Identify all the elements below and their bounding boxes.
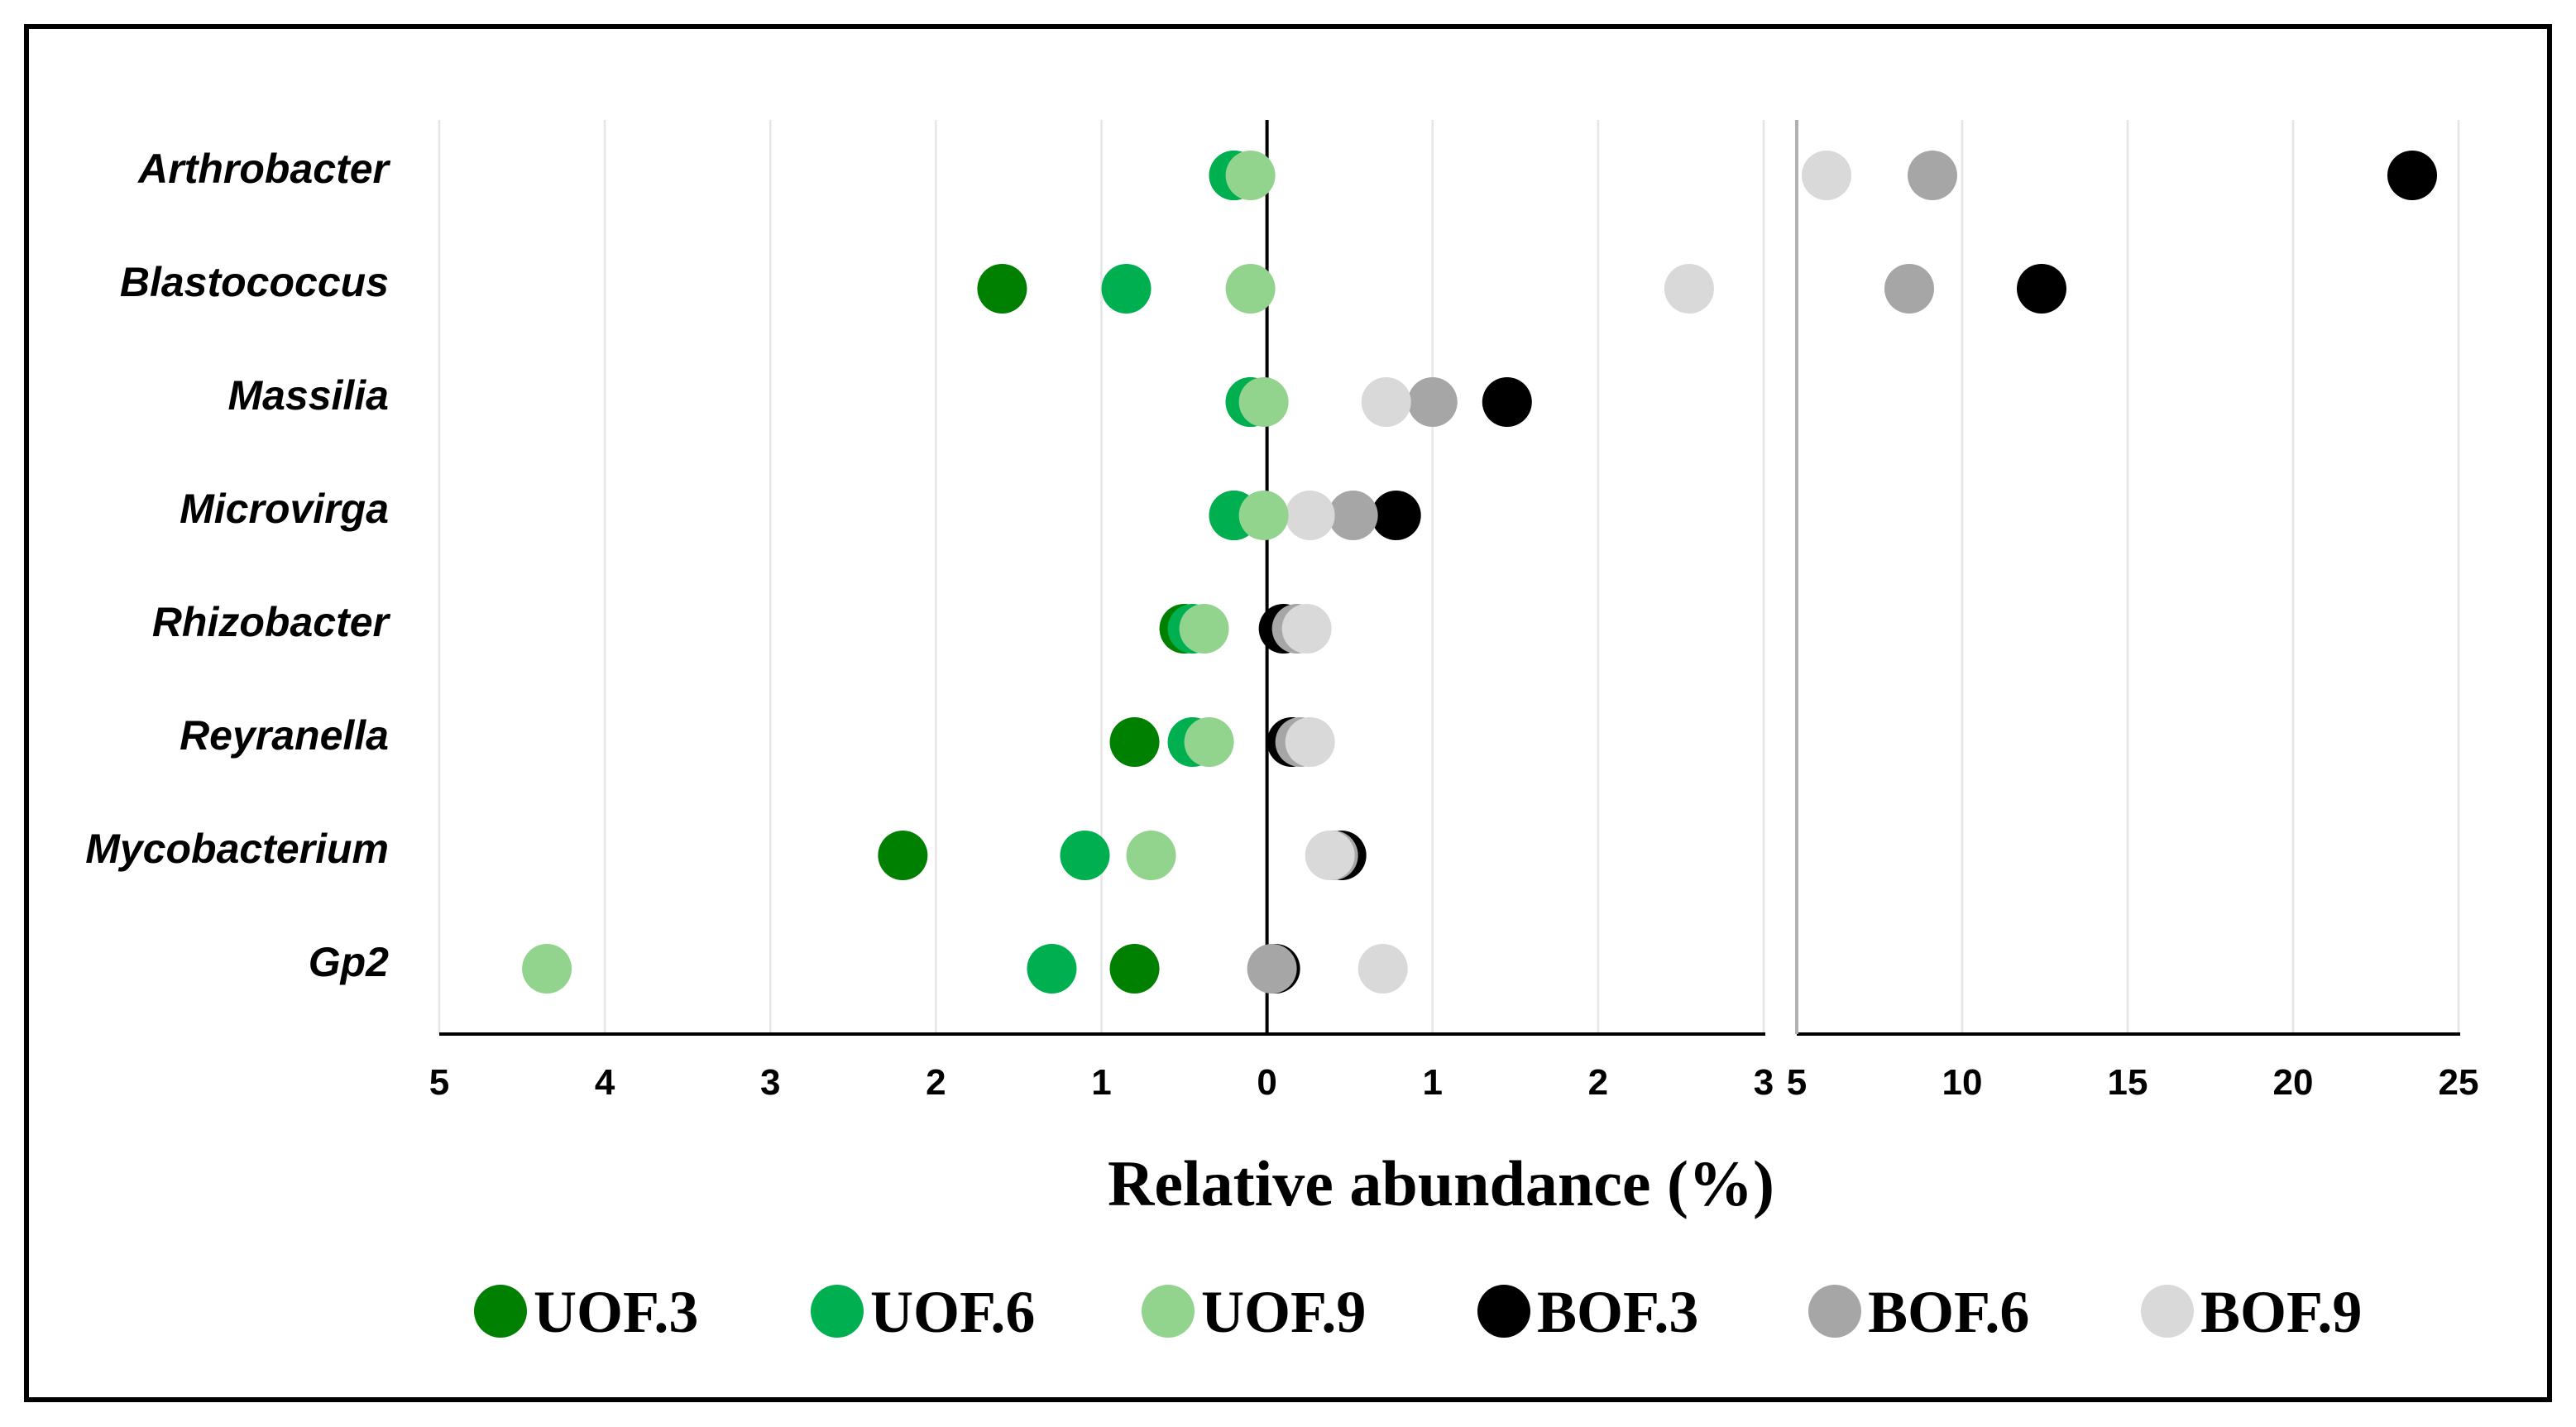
data-point-bof-9 <box>1664 264 1714 314</box>
legend-marker <box>474 1285 527 1338</box>
category-label: Mycobacterium <box>85 826 389 872</box>
data-point-uof-9 <box>1225 264 1276 314</box>
data-point-uof-3 <box>1109 944 1160 994</box>
tick-label-right: 20 <box>2273 1062 2314 1103</box>
data-point-bof-9 <box>1361 377 1411 427</box>
gridlines <box>438 120 2460 1034</box>
legend: UOF.3 UOF.6 UOF.9 BOF.3 BOF.6 BOF.9 <box>474 1279 2362 1345</box>
tick-label-right: 10 <box>1942 1062 1983 1103</box>
data-point-uof-3 <box>878 831 928 880</box>
legend-item-bof-9: BOF.9 <box>2141 1279 2362 1345</box>
data-point-bof-3 <box>2017 264 2066 314</box>
data-point-uof-9 <box>1126 831 1176 880</box>
category-label: Reyranella <box>180 712 389 759</box>
tick-label-left: 4 <box>595 1062 615 1103</box>
data-point-uof-6 <box>1027 944 1077 994</box>
legend-item-bof-3: BOF.3 <box>1477 1279 1698 1345</box>
data-point-bof-9 <box>1305 831 1355 880</box>
x-axis-title: Relative abundance (%) <box>1108 1147 1774 1219</box>
data-point-bof-6 <box>1407 377 1458 427</box>
legend-label: BOF.3 <box>1537 1279 1698 1345</box>
legend-label: UOF.6 <box>870 1279 1035 1345</box>
data-point-bof-9 <box>1285 491 1335 540</box>
legend-marker <box>1477 1285 1530 1338</box>
legend-marker <box>2141 1285 2194 1338</box>
data-point-bof-9 <box>1281 604 1332 654</box>
tick-label-left: 1 <box>1091 1062 1111 1103</box>
data-points <box>522 151 2437 994</box>
data-point-bof-9 <box>1802 151 1851 200</box>
data-point-bof-3 <box>1371 491 1421 540</box>
tick-label-left: 5 <box>429 1062 449 1103</box>
data-point-uof-9 <box>1238 377 1289 427</box>
category-label: Microvirga <box>180 486 389 532</box>
data-point-bof-3 <box>2387 151 2437 200</box>
tick-label-right: 15 <box>2108 1062 2148 1103</box>
data-point-bof-6 <box>1884 264 1934 314</box>
data-point-uof-9 <box>1184 717 1234 767</box>
legend-marker <box>1142 1285 1195 1338</box>
legend-item-uof-9: UOF.9 <box>1142 1279 1366 1345</box>
category-label: Gp2 <box>309 939 389 985</box>
data-point-uof-6 <box>1101 264 1152 314</box>
data-point-uof-6 <box>1060 831 1110 880</box>
data-point-uof-9 <box>1225 151 1276 200</box>
legend-label: UOF.3 <box>534 1279 698 1345</box>
category-label: Massilia <box>227 372 389 419</box>
data-point-bof-9 <box>1357 944 1408 994</box>
tick-label-left: 3 <box>760 1062 780 1103</box>
category-label: Blastococcus <box>120 259 389 305</box>
data-point-uof-9 <box>1238 491 1289 540</box>
tick-label-left: 0 <box>1257 1062 1276 1103</box>
data-point-bof-6 <box>1328 491 1378 540</box>
legend-label: UOF.9 <box>1201 1279 1366 1345</box>
data-point-bof-6 <box>1908 151 1957 200</box>
data-point-uof-3 <box>977 264 1027 314</box>
legend-item-bof-6: BOF.6 <box>1808 1279 2029 1345</box>
data-point-uof-9 <box>1179 604 1229 654</box>
legend-marker <box>811 1285 864 1338</box>
tick-label-left: 2 <box>926 1062 946 1103</box>
legend-label: BOF.9 <box>2200 1279 2362 1345</box>
legend-item-uof-3: UOF.3 <box>474 1279 698 1345</box>
category-label: Arthrobacter <box>136 146 390 192</box>
tick-label-right: 25 <box>2439 1062 2479 1103</box>
data-point-uof-9 <box>522 944 572 994</box>
data-point-uof-3 <box>1109 717 1160 767</box>
data-point-bof-6 <box>1247 944 1297 994</box>
legend-label: BOF.6 <box>1868 1279 2029 1345</box>
legend-marker <box>1808 1285 1861 1338</box>
data-point-bof-9 <box>1285 717 1335 767</box>
category-labels: Arthrobacter Blastococcus Massilia Microvir… <box>85 146 390 985</box>
legend-item-uof-6: UOF.6 <box>811 1279 1035 1345</box>
tick-label-right: 5 <box>1787 1062 1807 1103</box>
tick-label-left: 3 <box>1754 1062 1774 1103</box>
tick-label-left: 1 <box>1423 1062 1443 1103</box>
data-point-bof-3 <box>1482 377 1532 427</box>
category-label: Rhizobacter <box>152 599 391 645</box>
tick-label-left: 2 <box>1588 1062 1608 1103</box>
figure-frame <box>24 24 2552 1402</box>
